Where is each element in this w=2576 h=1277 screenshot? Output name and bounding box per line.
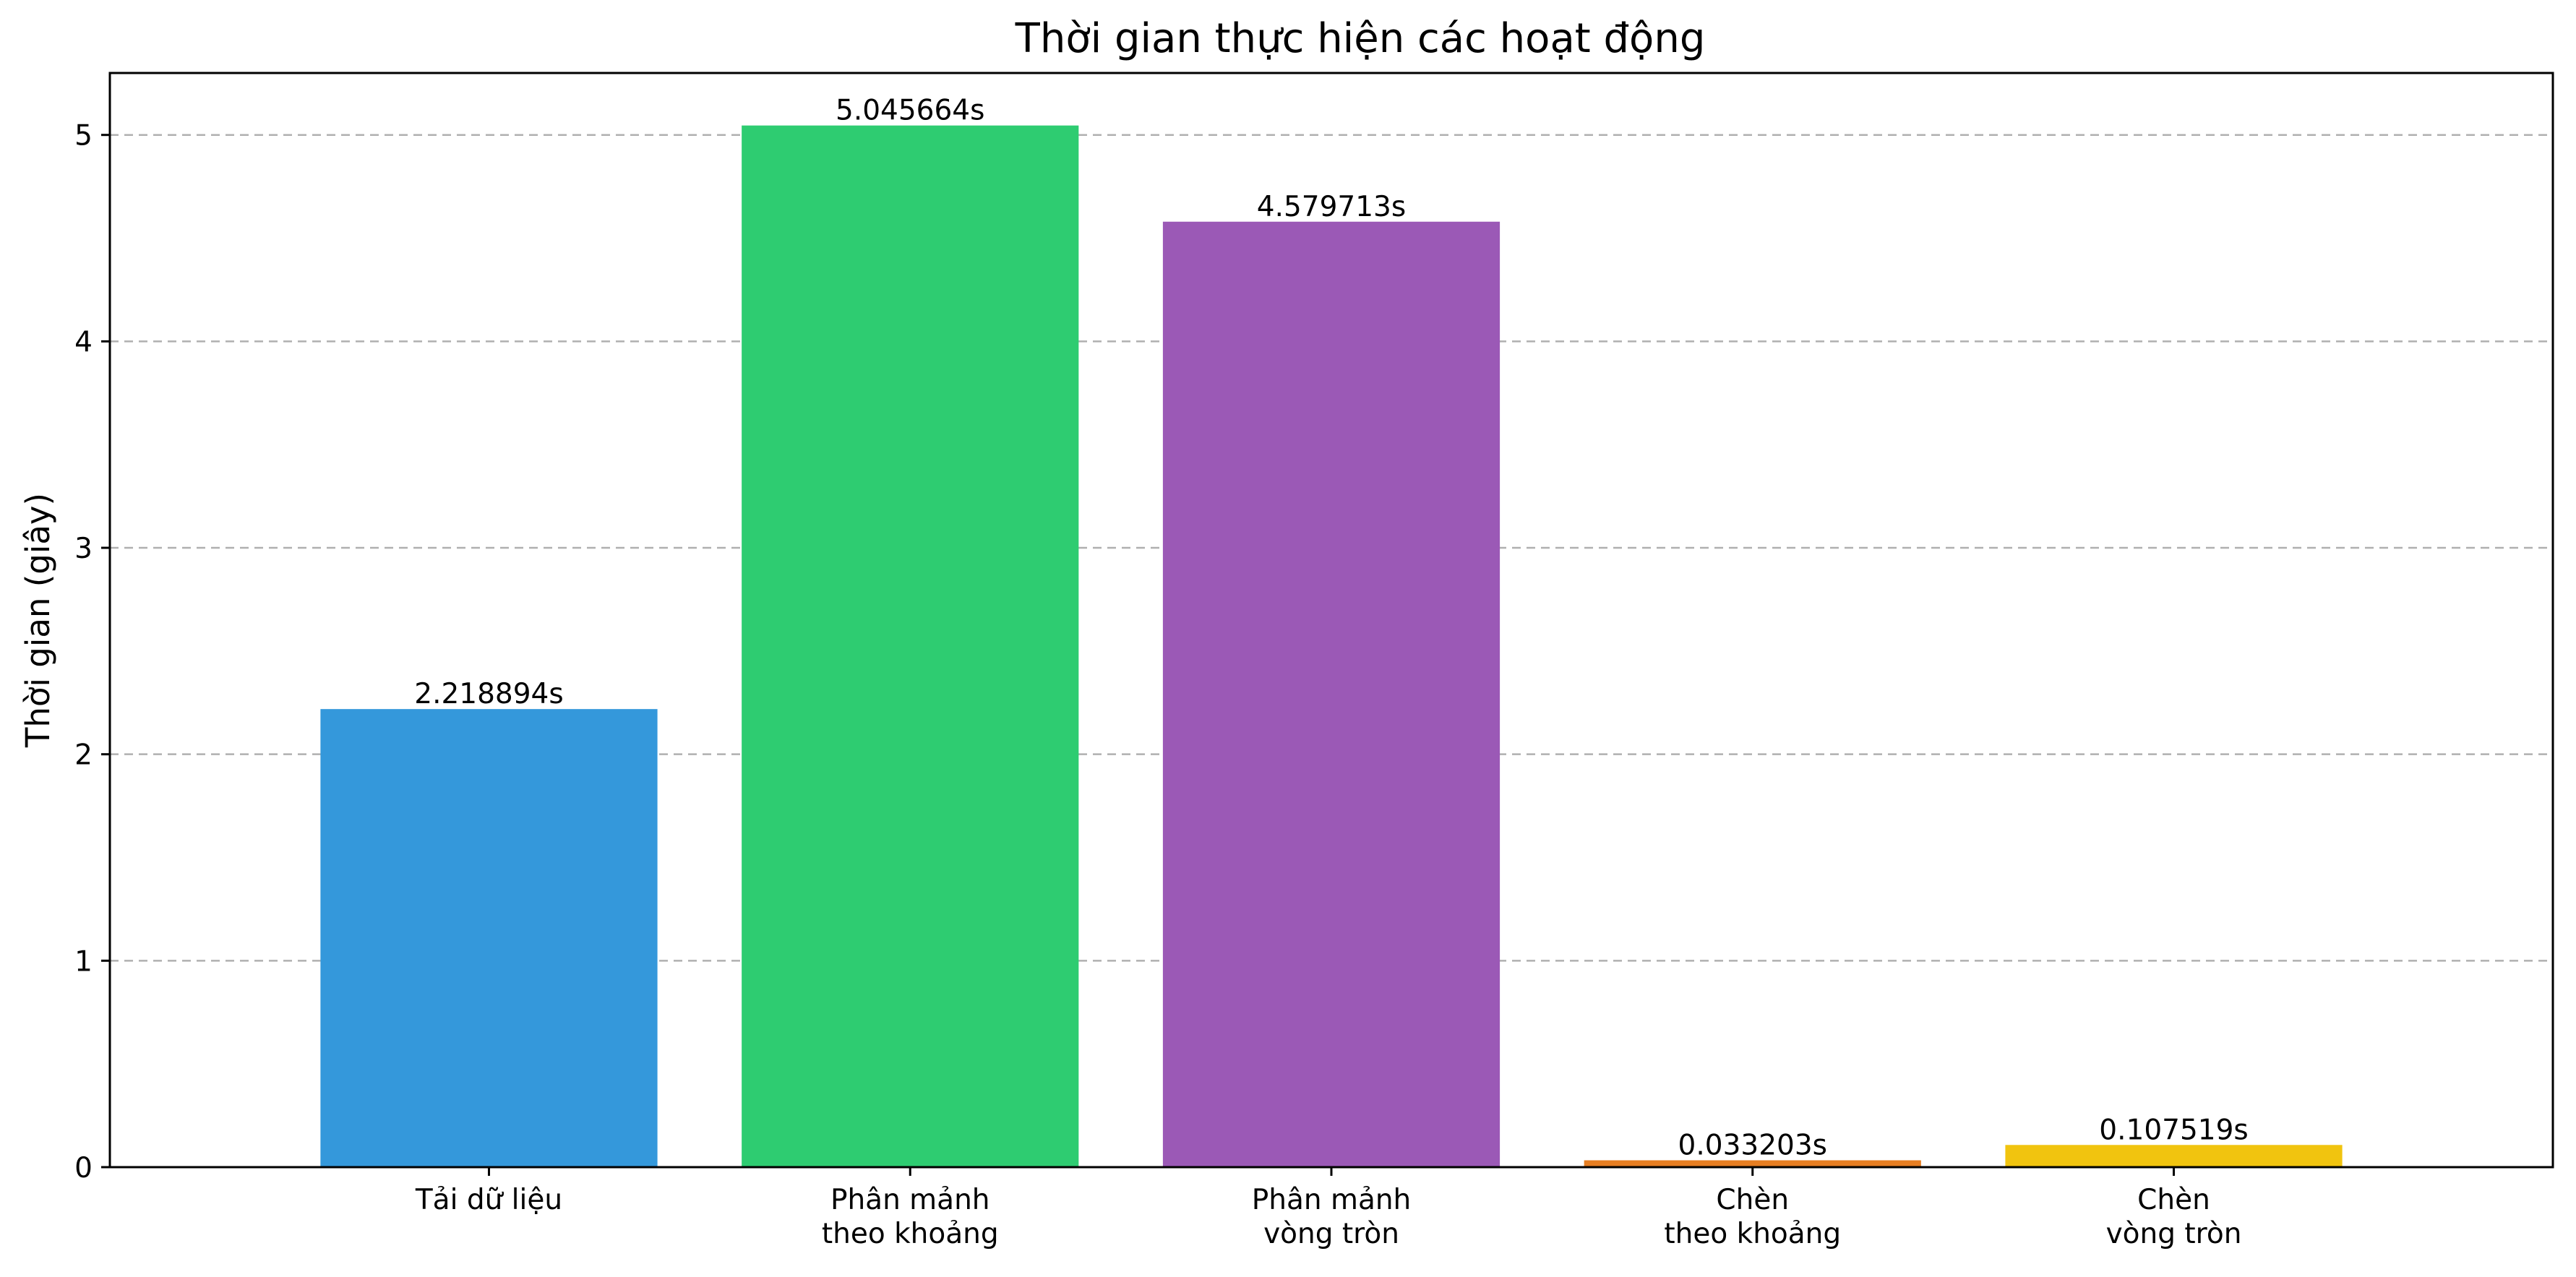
- bar-value-label: 5.045664s: [836, 95, 984, 127]
- bar-value-label: 4.579713s: [1257, 191, 1406, 223]
- y-tick-label: 0: [74, 1152, 93, 1184]
- data-labels: 2.218894s 5.045664s 4.579713s 0.033203s 0.10…: [414, 95, 2248, 1162]
- bar: [1584, 1160, 1921, 1167]
- x-tick-label: Phân mảnh vòng tròn: [1252, 1184, 1412, 1250]
- y-tick-label: 4: [74, 326, 93, 358]
- bar-value-label: 0.107519s: [2099, 1114, 2248, 1146]
- x-tick-label: Chèn vòng tròn: [2106, 1184, 2242, 1250]
- x-tick-label: Tải dữ liệu: [415, 1184, 562, 1216]
- y-tick-label: 1: [74, 945, 93, 978]
- chart-title: Thời gian thực hiện các hoạt động: [1015, 15, 1706, 62]
- y-tick-label: 2: [74, 739, 93, 772]
- bar-value-label: 0.033203s: [1678, 1130, 1827, 1162]
- y-axis-label: Thời gian (giây): [19, 493, 57, 748]
- x-tick-label: Phân mảnh theo khoảng: [822, 1184, 999, 1250]
- y-axis-ticks: 0 1 2 3 4 5: [74, 120, 110, 1184]
- bars: [320, 125, 2343, 1168]
- bar: [2005, 1145, 2343, 1167]
- x-axis-ticks: Tải dữ liệu Phân mảnh theo khoảng Phân mảnh…: [415, 1167, 2242, 1250]
- y-tick-label: 5: [74, 120, 93, 152]
- bar: [742, 125, 1079, 1168]
- y-tick-label: 3: [74, 533, 93, 565]
- bar: [320, 709, 658, 1167]
- bar-value-label: 2.218894s: [414, 678, 563, 710]
- x-tick-label: Chèn theo khoảng: [1664, 1184, 1841, 1250]
- bar: [1162, 221, 1500, 1167]
